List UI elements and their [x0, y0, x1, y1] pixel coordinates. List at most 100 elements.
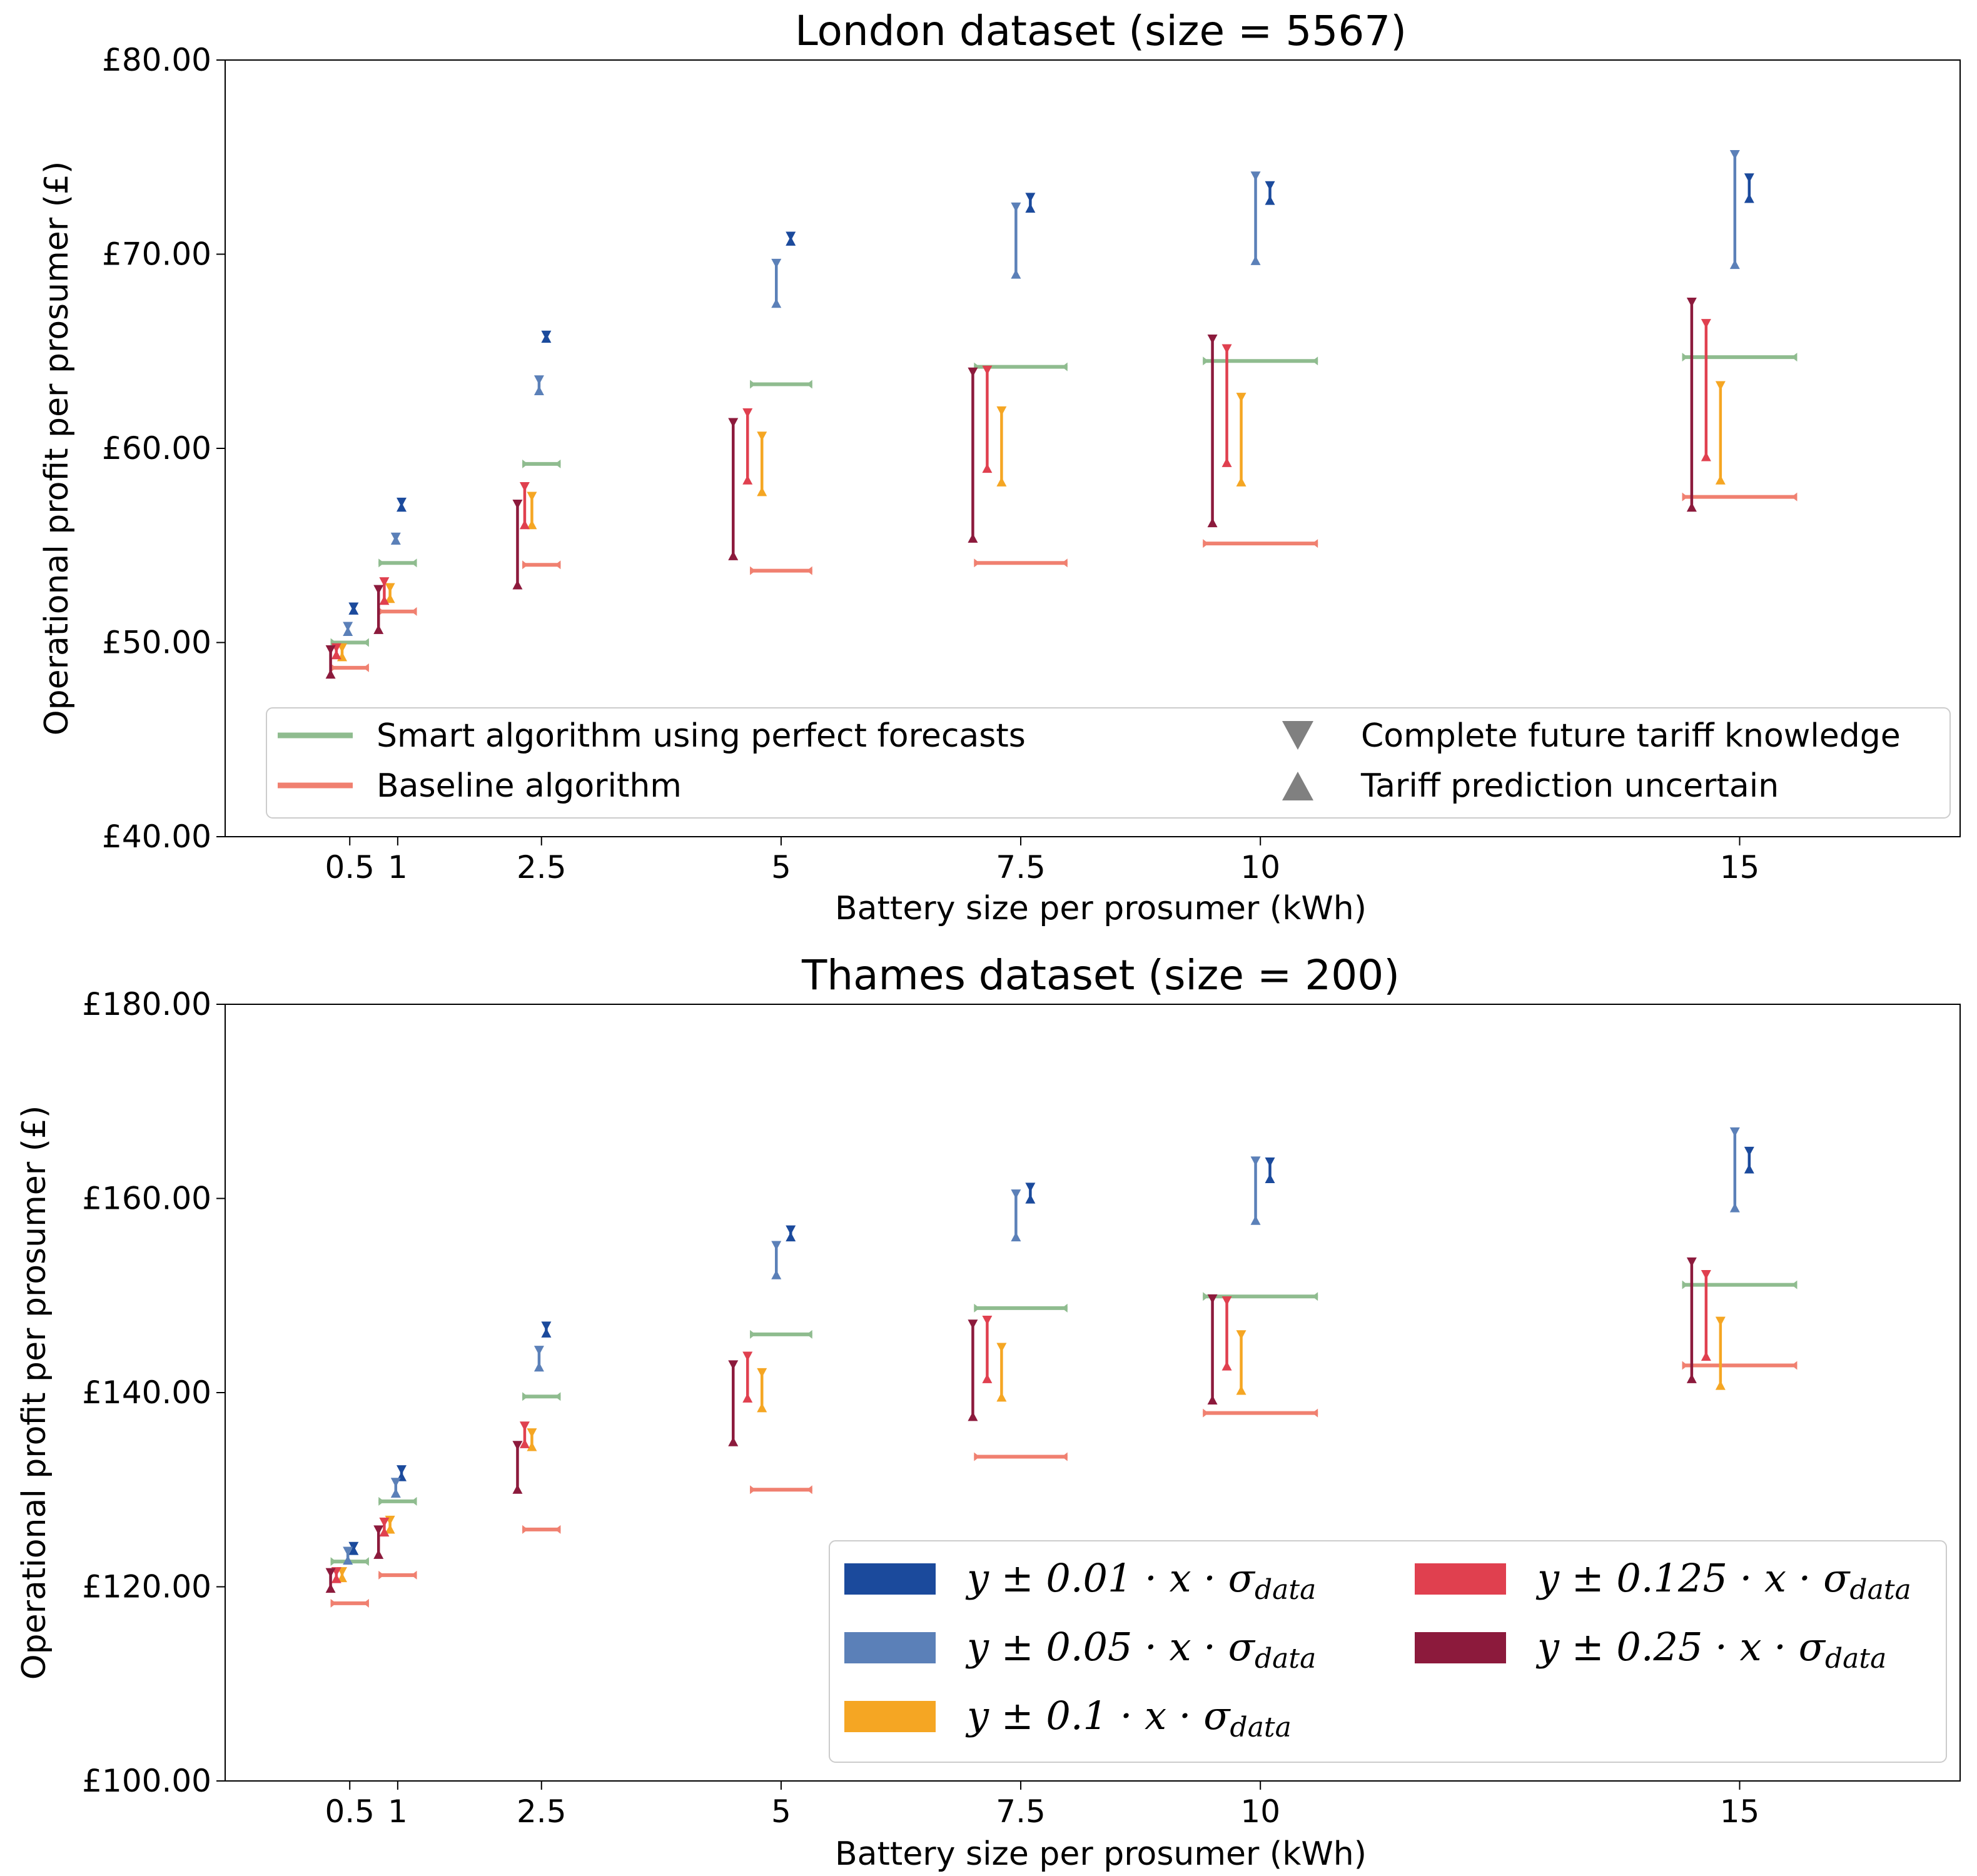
uncertain-prediction-marker	[742, 1393, 753, 1403]
legend-band-001-swatch	[844, 1563, 936, 1595]
uncertain-prediction-marker	[728, 550, 739, 560]
complete-knowledge-marker	[1744, 173, 1754, 183]
smart-algorithm-bar-cap	[750, 380, 756, 389]
legend-band-005-label: y ± 0.05 · x · σdata	[965, 1624, 1316, 1675]
x-tick-label: 2.5	[517, 1793, 567, 1830]
uncertain-prediction-marker	[343, 1555, 353, 1565]
baseline-algorithm-bar-cap	[750, 566, 756, 575]
thames-legend: y ± 0.01 · x · σdata y ± 0.05 · x · σdat…	[829, 1540, 1947, 1763]
complete-knowledge-marker	[1729, 150, 1740, 160]
complete-knowledge-marker	[325, 1568, 336, 1578]
uncertain-prediction-marker	[519, 520, 530, 530]
uncertain-prediction-marker	[968, 1411, 978, 1421]
uncertain-prediction-marker	[1250, 255, 1261, 265]
complete-knowledge-marker	[379, 577, 390, 587]
uncertain-prediction-marker	[1221, 1361, 1232, 1371]
x-tick-label: 1	[388, 849, 408, 885]
baseline-algorithm-bar-cap	[555, 1525, 561, 1534]
smart-algorithm-bar-cap	[1682, 1280, 1688, 1289]
london-x-axis-label: Battery size per prosumer (kWh)	[835, 890, 1367, 927]
y-tick-label: £160.00	[82, 1181, 211, 1217]
complete-knowledge-marker	[519, 1421, 530, 1431]
complete-knowledge-marker	[379, 1517, 390, 1527]
legend-triangle-up-icon	[1282, 772, 1313, 800]
complete-knowledge-marker	[533, 1346, 544, 1356]
baseline-algorithm-bar-cap	[363, 1598, 369, 1608]
london-marks	[325, 150, 1798, 679]
complete-knowledge-marker	[533, 375, 544, 385]
x-tick-label: 2.5	[517, 849, 567, 885]
y-tick-label: £80.00	[102, 42, 211, 78]
uncertain-prediction-marker	[742, 475, 753, 485]
london-legend-frame	[266, 707, 1951, 819]
complete-knowledge-marker	[512, 1441, 523, 1451]
baseline-algorithm-bar-cap	[750, 1485, 756, 1495]
legend-uncertain-label: Tariff prediction uncertain	[1360, 767, 1779, 805]
y-tick-label: £100.00	[82, 1763, 211, 1799]
complete-knowledge-marker	[396, 1465, 407, 1475]
complete-knowledge-marker	[527, 492, 537, 502]
complete-knowledge-marker	[325, 645, 336, 655]
smart-algorithm-bar-cap	[555, 459, 561, 468]
uncertain-prediction-marker	[1236, 1385, 1246, 1395]
x-tick-label: 5	[771, 1793, 791, 1830]
uncertain-prediction-marker	[325, 1583, 336, 1593]
complete-knowledge-marker	[541, 1321, 552, 1331]
baseline-algorithm-bar-cap	[974, 1452, 980, 1461]
uncertain-prediction-marker	[757, 487, 767, 497]
uncertain-prediction-marker	[786, 236, 796, 246]
complete-knowledge-marker	[527, 1428, 537, 1438]
thames-legend-frame	[829, 1540, 1947, 1763]
uncertain-prediction-marker	[1011, 269, 1021, 279]
uncertain-prediction-marker	[1011, 1232, 1021, 1242]
uncertain-prediction-marker	[343, 626, 353, 636]
smart-algorithm-bar-cap	[522, 1392, 528, 1401]
y-tick-label: £140.00	[82, 1374, 211, 1411]
smart-algorithm-bar-cap	[522, 459, 528, 468]
thames-x-ticks: 0.5 1 2.5 5 7.5 10 15	[325, 1781, 1759, 1830]
uncertain-prediction-marker	[786, 1232, 796, 1242]
complete-knowledge-marker	[1701, 1270, 1711, 1280]
uncertain-prediction-marker	[1744, 1164, 1754, 1174]
baseline-algorithm-bar-cap	[1682, 1361, 1688, 1370]
uncertain-prediction-marker	[1715, 475, 1726, 485]
thames-marks	[325, 1127, 1798, 1608]
uncertain-prediction-marker	[968, 533, 978, 543]
complete-knowledge-marker	[742, 1351, 753, 1361]
y-tick-label: £40.00	[102, 819, 211, 855]
uncertain-prediction-marker	[512, 580, 523, 590]
uncertain-prediction-marker	[541, 333, 552, 343]
smart-algorithm-bar-cap	[806, 1329, 812, 1339]
complete-knowledge-marker	[1265, 181, 1275, 191]
london-title: London dataset (size = 5567)	[795, 7, 1407, 55]
smart-algorithm-bar-cap	[806, 380, 812, 389]
smart-algorithm-bar-cap	[1203, 356, 1209, 366]
y-tick-label: £120.00	[82, 1569, 211, 1605]
complete-knowledge-marker	[728, 418, 739, 428]
complete-knowledge-marker	[1715, 1316, 1726, 1326]
baseline-algorithm-bar-cap	[1312, 539, 1318, 548]
x-tick-label: 7.5	[996, 849, 1046, 885]
thames-y-axis-label: Operational profit per prosumer (£)	[16, 1106, 53, 1680]
uncertain-prediction-marker	[1236, 477, 1246, 487]
uncertain-prediction-marker	[1207, 1394, 1218, 1404]
smart-algorithm-bar-cap	[1791, 353, 1798, 362]
complete-knowledge-marker	[1250, 171, 1261, 181]
baseline-algorithm-bar-cap	[1061, 1452, 1068, 1461]
uncertain-prediction-marker	[1265, 1174, 1275, 1184]
uncertain-prediction-marker	[390, 1488, 401, 1498]
complete-knowledge-marker	[742, 408, 753, 418]
baseline-algorithm-bar-cap	[1791, 1361, 1798, 1370]
baseline-algorithm-bar-cap	[555, 560, 561, 570]
complete-knowledge-marker	[771, 258, 782, 268]
complete-knowledge-marker	[786, 1225, 796, 1235]
legend-baseline-label: Baseline algorithm	[377, 767, 682, 805]
uncertain-prediction-marker	[1701, 1351, 1711, 1361]
legend-band-025-swatch	[1415, 1632, 1506, 1663]
uncertain-prediction-marker	[1207, 518, 1218, 528]
baseline-algorithm-bar-cap	[1061, 558, 1068, 568]
complete-knowledge-marker	[385, 583, 395, 593]
complete-knowledge-marker	[996, 1343, 1007, 1353]
x-tick-label: 0.5	[325, 1793, 375, 1830]
complete-knowledge-marker	[757, 1368, 767, 1378]
